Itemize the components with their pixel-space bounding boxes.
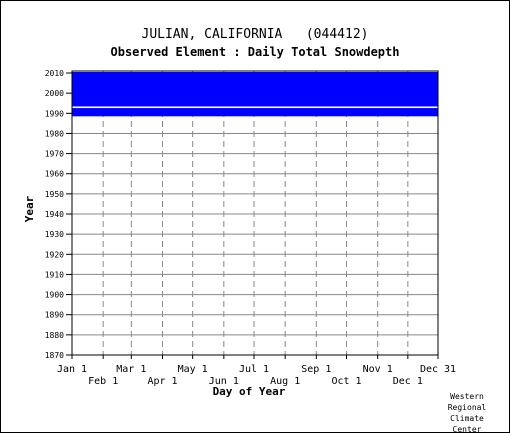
x-tick-label: Jan 1 [57,364,87,375]
y-tick-label: 1930 [45,230,64,239]
y-tick-label: 1880 [45,331,64,340]
credit-line: Center [452,425,482,433]
chart-title: JULIAN, CALIFORNIA (044412) [141,27,369,42]
x-tick-label: Feb 1 [88,376,118,387]
y-tick-label: 1940 [45,210,64,219]
y-tick-label: 1990 [45,109,64,118]
x-tick-label: May 1 [178,364,208,375]
y-tick-label: 1920 [45,250,64,259]
y-tick-label: 2010 [45,69,64,78]
y-axis-title: Year [23,195,36,222]
y-tick-label: 2000 [45,89,64,98]
plot-border [71,70,439,356]
x-tick-label: Dec 1 [393,376,423,387]
credit-line: Western [450,392,484,401]
y-tick-label: 1910 [45,270,64,279]
y-tick-label: 1870 [45,351,64,360]
credit-line: Regional [447,403,487,412]
x-tick-label: Nov 1 [363,364,393,375]
x-tick-label: Jun 1 [209,376,239,387]
x-axis-title: Day of Year [213,385,286,398]
x-tick-label: Dec 31 [420,364,456,375]
y-tick-label: 1890 [45,311,64,320]
missing-year-stripe [72,106,438,109]
credit-line: Climate [450,414,484,423]
x-tick-label: Mar 1 [116,364,146,375]
y-tick-label: 1960 [45,170,64,179]
y-tick-label: 1970 [45,150,64,159]
chart-subtitle: Observed Element : Daily Total Snowdepth [110,45,400,59]
credit-block: Western Regional Climate Center [437,391,497,433]
y-tick-label: 1950 [45,190,64,199]
x-tick-label: Aug 1 [270,376,300,387]
y-tick-label: 1980 [45,129,64,138]
data-band [72,72,438,117]
x-tick-label: Oct 1 [331,376,361,387]
x-tick-label: Apr 1 [147,376,177,387]
x-tick-label: Jul 1 [239,364,269,375]
y-tick-label: 1900 [45,291,64,300]
x-tick-label: Sep 1 [301,364,331,375]
